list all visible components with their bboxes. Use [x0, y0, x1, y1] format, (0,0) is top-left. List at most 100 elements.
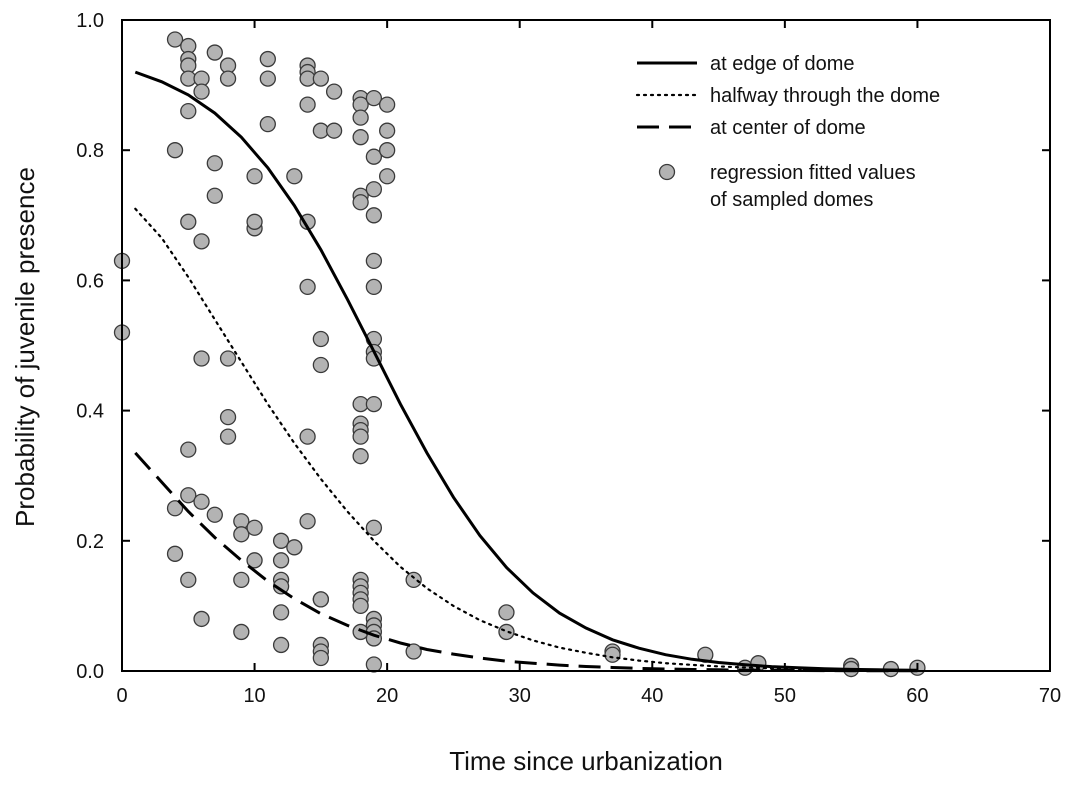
data-point: [352, 597, 369, 615]
data-point: [365, 656, 383, 673]
legend-label: regression fitted values of sampled domes: [710, 162, 916, 211]
data-point: [498, 604, 515, 621]
data-point: [604, 646, 621, 663]
data-point: [180, 487, 197, 504]
data-point: [259, 50, 276, 68]
data-point: [193, 233, 210, 250]
data-point: [246, 213, 263, 230]
x-axis-title: Time since urbanization: [449, 746, 723, 776]
y-tick-label: 0.6: [76, 270, 104, 292]
y-tick-label: 0.0: [76, 661, 104, 683]
data-point: [206, 155, 223, 172]
data-point: [219, 428, 237, 445]
data-point: [299, 278, 316, 296]
x-tick-label: 50: [774, 685, 796, 707]
data-point: [180, 213, 197, 230]
data-point: [365, 148, 383, 165]
data-point: [246, 552, 263, 569]
data-point: [166, 142, 184, 159]
data-point: [365, 207, 383, 224]
data-point: [206, 44, 223, 61]
data-point: [405, 571, 422, 589]
data-point: [352, 129, 369, 146]
series-line-solid: [134, 70, 918, 672]
data-point: [259, 70, 276, 87]
data-point: [272, 604, 290, 621]
data-point: [405, 643, 422, 660]
plot-frame: [121, 19, 1051, 672]
data-point: [286, 539, 303, 556]
data-point: [378, 96, 396, 113]
data-point: [259, 116, 276, 133]
data-point: [206, 506, 223, 523]
axes: 0 10 20 30 40 50 60 70 0.0 0.2 0.4 0.6 0.8 1.0: [76, 10, 1061, 707]
data-point: [312, 591, 330, 608]
data-point: [325, 122, 343, 139]
y-tick-label: 0.8: [76, 140, 104, 162]
legend-swatch-marker: [658, 163, 676, 181]
data-point: [312, 70, 330, 87]
data-point: [246, 168, 263, 185]
data-point: [325, 83, 343, 100]
data-point: [365, 89, 383, 107]
data-point: [378, 142, 396, 159]
x-tick-label: 30: [509, 685, 531, 707]
data-point: [233, 526, 250, 543]
x-tick-label: 70: [1039, 685, 1061, 707]
x-tick-label: 20: [376, 685, 398, 707]
data-point: [233, 571, 250, 589]
legend-label: halfway through the dome: [710, 85, 940, 107]
data-point: [352, 428, 369, 445]
data-point: [180, 571, 197, 589]
data-point: [299, 513, 316, 530]
data-point: [365, 181, 383, 198]
data-point: [272, 532, 290, 549]
data-point: [352, 109, 369, 126]
legend-label: at edge of dome: [710, 53, 855, 75]
series-line-dotted: [134, 207, 919, 672]
data-point: [219, 408, 237, 426]
x-tick-label: 10: [243, 685, 265, 707]
y-tick-label: 0.4: [76, 401, 104, 423]
data-point: [498, 623, 515, 641]
data-point: [206, 187, 223, 204]
y-tick-label: 0.2: [76, 531, 104, 553]
data-point: [180, 441, 197, 458]
x-tick-label: 40: [641, 685, 663, 707]
data-point: [378, 122, 396, 139]
data-point: [365, 395, 383, 413]
data-point: [286, 168, 303, 185]
data-point: [312, 649, 330, 667]
data-point: [299, 96, 316, 113]
legend-label: at center of dome: [710, 117, 866, 139]
data-point: [193, 493, 210, 510]
data-point: [246, 519, 263, 536]
x-tick-label: 60: [906, 685, 928, 707]
data-point: [365, 252, 383, 270]
data-point: [312, 330, 330, 348]
data-point: [193, 610, 210, 628]
data-point: [365, 519, 383, 536]
data-point: [166, 545, 184, 562]
data-point: [272, 552, 290, 569]
data-point: [193, 350, 210, 367]
y-axis-title: Probability of juvenile presence: [10, 167, 40, 527]
data-point: [352, 194, 369, 211]
data-point: [193, 83, 210, 100]
data-point: [233, 623, 250, 641]
data-point: [166, 31, 184, 48]
x-tick-label: 0: [116, 685, 127, 707]
data-point: [166, 500, 184, 517]
data-point: [219, 350, 237, 367]
data-point: [219, 70, 237, 87]
y-tick-label: 1.0: [76, 10, 104, 32]
plot-area: [113, 31, 926, 678]
data-point: [180, 102, 197, 120]
data-point: [352, 448, 369, 465]
data-point: [299, 428, 316, 445]
data-point: [272, 636, 290, 654]
data-point: [312, 356, 330, 374]
data-point: [365, 278, 383, 296]
